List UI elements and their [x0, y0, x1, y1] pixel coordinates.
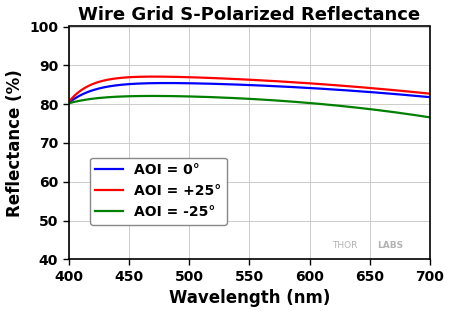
AOI = 0°	[276, 85, 282, 88]
AOI = 0°	[428, 95, 433, 99]
AOI = 0°	[66, 101, 71, 105]
Line: AOI = +25°: AOI = +25°	[68, 77, 430, 102]
AOI = 0°	[341, 88, 346, 92]
AOI = -25°	[66, 101, 71, 105]
Legend: AOI = 0°, AOI = +25°, AOI = -25°: AOI = 0°, AOI = +25°, AOI = -25°	[90, 157, 227, 224]
AOI = +25°	[297, 81, 302, 85]
Line: AOI = 0°: AOI = 0°	[68, 83, 430, 103]
Text: LABS: LABS	[378, 241, 404, 250]
AOI = +25°	[276, 80, 282, 83]
AOI = -25°	[286, 100, 291, 103]
AOI = +25°	[378, 87, 383, 91]
AOI = +25°	[428, 92, 433, 95]
AOI = +25°	[341, 84, 346, 88]
Text: THOR: THOR	[333, 241, 358, 250]
Title: Wire Grid S-Polarized Reflectance: Wire Grid S-Polarized Reflectance	[78, 6, 420, 23]
Y-axis label: Reflectance (%): Reflectance (%)	[5, 69, 23, 217]
AOI = -25°	[378, 109, 383, 112]
AOI = 0°	[164, 81, 169, 85]
AOI = -25°	[150, 94, 155, 98]
AOI = +25°	[286, 80, 291, 84]
AOI = 0°	[88, 89, 94, 93]
Line: AOI = -25°: AOI = -25°	[68, 96, 430, 117]
AOI = -25°	[276, 99, 282, 103]
X-axis label: Wavelength (nm): Wavelength (nm)	[169, 290, 330, 307]
AOI = +25°	[151, 75, 157, 79]
AOI = -25°	[428, 115, 433, 119]
AOI = +25°	[88, 83, 94, 87]
AOI = -25°	[88, 97, 94, 101]
AOI = 0°	[297, 85, 302, 89]
AOI = +25°	[66, 100, 71, 104]
AOI = -25°	[297, 100, 302, 104]
AOI = 0°	[286, 85, 291, 89]
AOI = 0°	[378, 91, 383, 95]
AOI = -25°	[341, 104, 346, 108]
